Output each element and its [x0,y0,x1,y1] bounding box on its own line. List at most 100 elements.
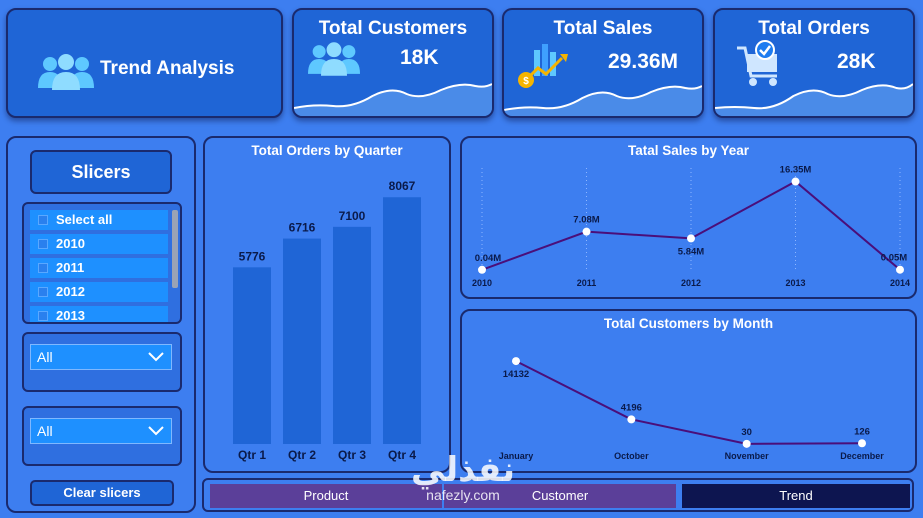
series-line [515,360,863,445]
sales-line-svg: 0.04M 2010 7.08M 2011 5.84M 2012 16.35M 2013 0.0… [472,165,910,288]
year-item-2011[interactable]: 2011 [30,258,168,278]
dropdown-select-2[interactable]: All [30,418,172,444]
trend-wave [294,83,492,116]
kpi-total-orders: Total Orders 28K [713,8,915,118]
chart-title: Tatal Sales by Year [627,143,750,158]
year-item-label: 2013 [56,308,85,323]
data-point [478,265,486,274]
chevron-down-icon [148,352,164,362]
trend-wave [504,85,702,116]
page-title: Trend Analysis [100,58,235,79]
customers-line-svg: 14132 January 4196 October 30 November 126 Dece… [499,357,884,461]
checkbox-icon[interactable] [38,311,48,321]
data-point [742,439,751,448]
watermark-arabic: نفذلي [410,450,516,490]
data-label: 7.08M [573,215,599,226]
bar [283,238,321,444]
tick-label: 2011 [577,278,597,288]
data-label: 7100 [339,209,366,223]
clear-slicers-button[interactable]: Clear slicers [30,480,174,506]
kpi-title: Total Customers [318,18,468,39]
tab-product[interactable]: Product [210,484,442,508]
tick-label: December [840,451,884,461]
watermark-logo: نفذلي nafezly.com [408,452,518,502]
slicers-title: Slicers [30,150,172,194]
slicers-panel: Slicers Select all 2010 2011 2012 2013 A… [6,136,196,513]
kpi-total-customers: Total Customers 18K [292,8,494,118]
tab-customer[interactable]: Customer [444,484,676,508]
kpi-value: 28K [837,50,876,73]
users-icon [38,54,94,90]
data-label: 0.05M [881,253,907,264]
data-point [896,265,904,274]
tick-label: Qtr 3 [338,448,366,462]
data-label: 4196 [621,402,642,413]
customers-by-month-chart: Total Customers by Month 14132 January 419… [460,309,917,473]
tab-trend[interactable]: Trend [682,484,910,508]
checkbox-icon[interactable] [38,215,48,225]
year-item-2010[interactable]: 2010 [30,234,168,254]
kpi-title: Total Sales [553,18,653,39]
cart-icon [737,40,777,86]
watermark-latin: nafezly.com [426,487,500,503]
trend-wave [715,83,913,116]
scrollbar[interactable] [172,210,178,288]
dropdown-select-1[interactable]: All [30,344,172,370]
data-label: 126 [854,426,870,437]
year-item-2013[interactable]: 2013 [30,306,168,323]
year-item-label: 2012 [56,284,85,299]
tick-label: Qtr 2 [288,448,316,462]
data-point [512,357,520,366]
data-point [687,234,695,243]
sales-by-year-chart: Tatal Sales by Year 0.04M 2010 7.08M 2011 5.… [460,136,917,299]
chart-title: Total Orders by Quarter [251,143,403,158]
tick-label: Qtr 4 [388,448,416,462]
year-item-2012[interactable]: 2012 [30,282,168,302]
svg-text:$: $ [523,76,529,87]
bar [383,197,421,444]
data-point [582,227,591,236]
dropdown-value: All [37,423,53,439]
dropdown-slicer-2: All [22,406,182,466]
data-point [858,439,866,448]
data-label: 6716 [289,221,316,235]
year-item-label: Select all [56,212,113,227]
year-slicer: Select all 2010 2011 2012 2013 [22,202,182,324]
year-item-label: 2011 [56,260,85,275]
year-item-label: 2010 [56,236,85,251]
data-label: 14132 [503,369,529,380]
kpi-title: Total Orders [758,18,870,39]
tick-label: 2014 [890,278,910,288]
users-icon [308,42,360,76]
chevron-down-icon [148,426,164,436]
orders-by-quarter-chart: Total Orders by Quarter 5776 Qtr 1 6716 Qtr… [203,136,451,473]
bar [333,226,371,444]
data-label: 5776 [239,249,266,263]
data-point [791,177,800,186]
data-label: 30 [741,427,752,438]
sales-chart-icon: $ [518,44,568,88]
checkbox-icon[interactable] [38,239,48,249]
checkbox-icon[interactable] [38,287,48,297]
data-point [627,415,636,424]
kpi-total-sales: Total Sales $ 29.36M [502,8,704,118]
chart-title: Total Customers by Month [603,316,774,331]
title-card: Trend Analysis [6,8,283,118]
page-navigation: Product Customer Trend [202,478,914,512]
tick-label: 2013 [785,278,805,288]
year-item-select-all[interactable]: Select all [30,210,168,230]
kpi-value: 18K [400,46,439,69]
data-label: 16.35M [780,165,812,176]
checkbox-icon[interactable] [38,263,48,273]
bar-chart-svg: 5776 Qtr 1 6716 Qtr 2 7100 Qtr 3 8067 Qtr 4 [233,179,421,462]
dropdown-value: All [37,349,53,365]
data-label: 8067 [389,179,416,193]
tick-label: Qtr 1 [238,448,266,462]
dropdown-slicer-1: All [22,332,182,392]
tick-label: October [614,451,649,461]
tick-label: January [499,451,534,461]
data-label: 0.04M [475,253,501,264]
kpi-value: 29.36M [608,50,679,73]
data-label: 5.84M [678,246,704,257]
tick-label: 2012 [681,278,701,288]
